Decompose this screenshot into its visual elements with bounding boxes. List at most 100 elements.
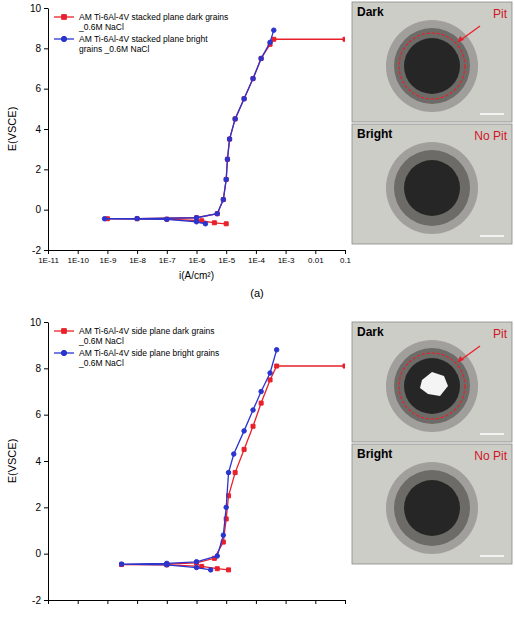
chart-panel: -20246810E(VSCE)AM Ti-6Al-4V side plane … xyxy=(6,317,347,606)
pit-outer-ring xyxy=(386,340,478,432)
y-tick-mark xyxy=(44,507,48,508)
series-marker xyxy=(120,563,124,567)
y-tick: 10 xyxy=(30,317,48,328)
y-tick-label: 8 xyxy=(35,363,41,374)
series-marker xyxy=(221,198,225,202)
figure-svg: 1E-111E-101E-91E-81E-71E-61E-51E-41E-30.… xyxy=(0,0,515,618)
x-tick-mark xyxy=(107,250,108,254)
y-tick-label: 4 xyxy=(35,124,41,135)
y-axis: -20246810 xyxy=(30,3,49,256)
legend-entry: AM Ti-6Al-4V stacked plane dark grains_0… xyxy=(54,12,228,32)
x-tick: 1E-8 xyxy=(129,250,146,265)
series-marker xyxy=(165,217,170,222)
plot-area xyxy=(102,28,345,226)
y-axis-line xyxy=(48,9,49,251)
series-marker xyxy=(251,424,255,428)
series-marker xyxy=(208,568,213,573)
y-tick: 8 xyxy=(35,363,48,374)
legend-label: AM Ti-6Al-4V stacked plane dark grains_0… xyxy=(78,12,228,32)
legend: AM Ti-6Al-4V side plane dark grains_0.6M… xyxy=(54,326,219,368)
y-tick-mark xyxy=(44,250,48,251)
legend-line: AM Ti-6Al-4V stacked plane bright xyxy=(79,34,208,44)
x-tick: 1E-9 xyxy=(99,250,116,265)
micrograph: Bright No Pit xyxy=(352,444,512,564)
series-marker xyxy=(215,567,219,571)
y-tick-label: 6 xyxy=(35,409,41,420)
x-tick: 0.01 xyxy=(308,250,324,265)
y-axis-line xyxy=(48,323,49,601)
x-tick xyxy=(226,600,227,604)
x-tick xyxy=(167,600,168,604)
y-tick-mark xyxy=(44,554,48,555)
legend-line: _0.6M NaCl xyxy=(78,22,124,32)
series-marker xyxy=(268,371,273,376)
x-tick-mark xyxy=(137,600,138,604)
series-marker xyxy=(102,216,107,221)
scale-bar xyxy=(480,113,504,115)
pit-core xyxy=(404,160,460,216)
x-tick xyxy=(256,600,257,604)
legend-line: _0.6M NaCl xyxy=(78,336,124,346)
legend-swatch-marker xyxy=(61,350,66,355)
x-tick xyxy=(78,600,79,604)
pit-outer-ring xyxy=(386,142,478,234)
series-marker xyxy=(165,561,170,566)
micrograph-annotation: No Pit xyxy=(474,449,507,463)
x-axis-title: i(A/cm²) xyxy=(179,270,214,281)
series-line xyxy=(122,366,345,570)
x-tick-mark xyxy=(345,250,346,254)
series-marker xyxy=(226,470,231,475)
pit-ring xyxy=(394,28,470,104)
x-axis: 1E-111E-101E-91E-81E-71E-61E-51E-41E-30.… xyxy=(38,250,351,265)
series-marker xyxy=(212,221,216,225)
y-tick-label: -2 xyxy=(32,245,41,256)
series-marker xyxy=(233,471,237,475)
x-tick-mark xyxy=(48,600,49,604)
legend-line: _0.6M NaCl xyxy=(78,358,124,368)
y-tick-mark xyxy=(44,169,48,170)
y-tick: 8 xyxy=(35,43,48,54)
x-tick-mark xyxy=(226,250,227,254)
x-tick xyxy=(197,600,198,604)
y-tick-mark xyxy=(44,415,48,416)
x-tick: 1E-11 xyxy=(38,250,59,265)
y-tick: 2 xyxy=(35,164,48,175)
series-marker xyxy=(165,217,169,221)
y-tick: 0 xyxy=(35,548,48,559)
x-tick-mark xyxy=(107,600,108,604)
y-tick-mark xyxy=(44,89,48,90)
micrograph-background xyxy=(352,444,512,564)
y-tick: -2 xyxy=(32,595,48,606)
plot-area xyxy=(119,348,345,573)
y-tick: 2 xyxy=(35,502,48,513)
x-tick-mark xyxy=(256,250,257,254)
series-marker xyxy=(343,364,345,368)
series-marker xyxy=(135,216,140,221)
legend-swatch-marker xyxy=(62,329,67,334)
x-tick: 1E-4 xyxy=(248,250,265,265)
y-tick: 4 xyxy=(35,456,48,467)
micrograph: DarkPit xyxy=(352,322,512,442)
series-marker xyxy=(194,215,199,220)
series-marker xyxy=(224,177,228,181)
x-tick-label: 1E-11 xyxy=(38,256,59,265)
series-marker xyxy=(251,77,255,81)
legend-line: AM Ti-6Al-4V stacked plane dark grains xyxy=(79,12,228,22)
y-tick: 6 xyxy=(35,83,48,94)
legend-entry: AM Ti-6Al-4V side plane bright grains_0.… xyxy=(54,348,219,368)
series-marker xyxy=(272,28,277,33)
figure: 1E-111E-101E-91E-81E-71E-61E-51E-41E-30.… xyxy=(0,0,515,618)
micrograph-background xyxy=(352,2,512,122)
x-tick-label: 0.01 xyxy=(308,256,324,265)
y-tick-label: 10 xyxy=(30,3,42,14)
x-tick xyxy=(48,600,49,604)
micrograph-label: Bright xyxy=(357,447,392,461)
series-marker xyxy=(227,137,232,142)
series-marker xyxy=(259,56,264,61)
legend-label: AM Ti-6Al-4V side plane dark grains_0.6M… xyxy=(78,326,215,346)
y-tick-label: 4 xyxy=(35,456,41,467)
micrograph-background xyxy=(352,322,512,442)
micrograph-annotation: Pit xyxy=(493,327,508,341)
series-marker xyxy=(233,117,238,122)
series-marker xyxy=(119,562,124,567)
